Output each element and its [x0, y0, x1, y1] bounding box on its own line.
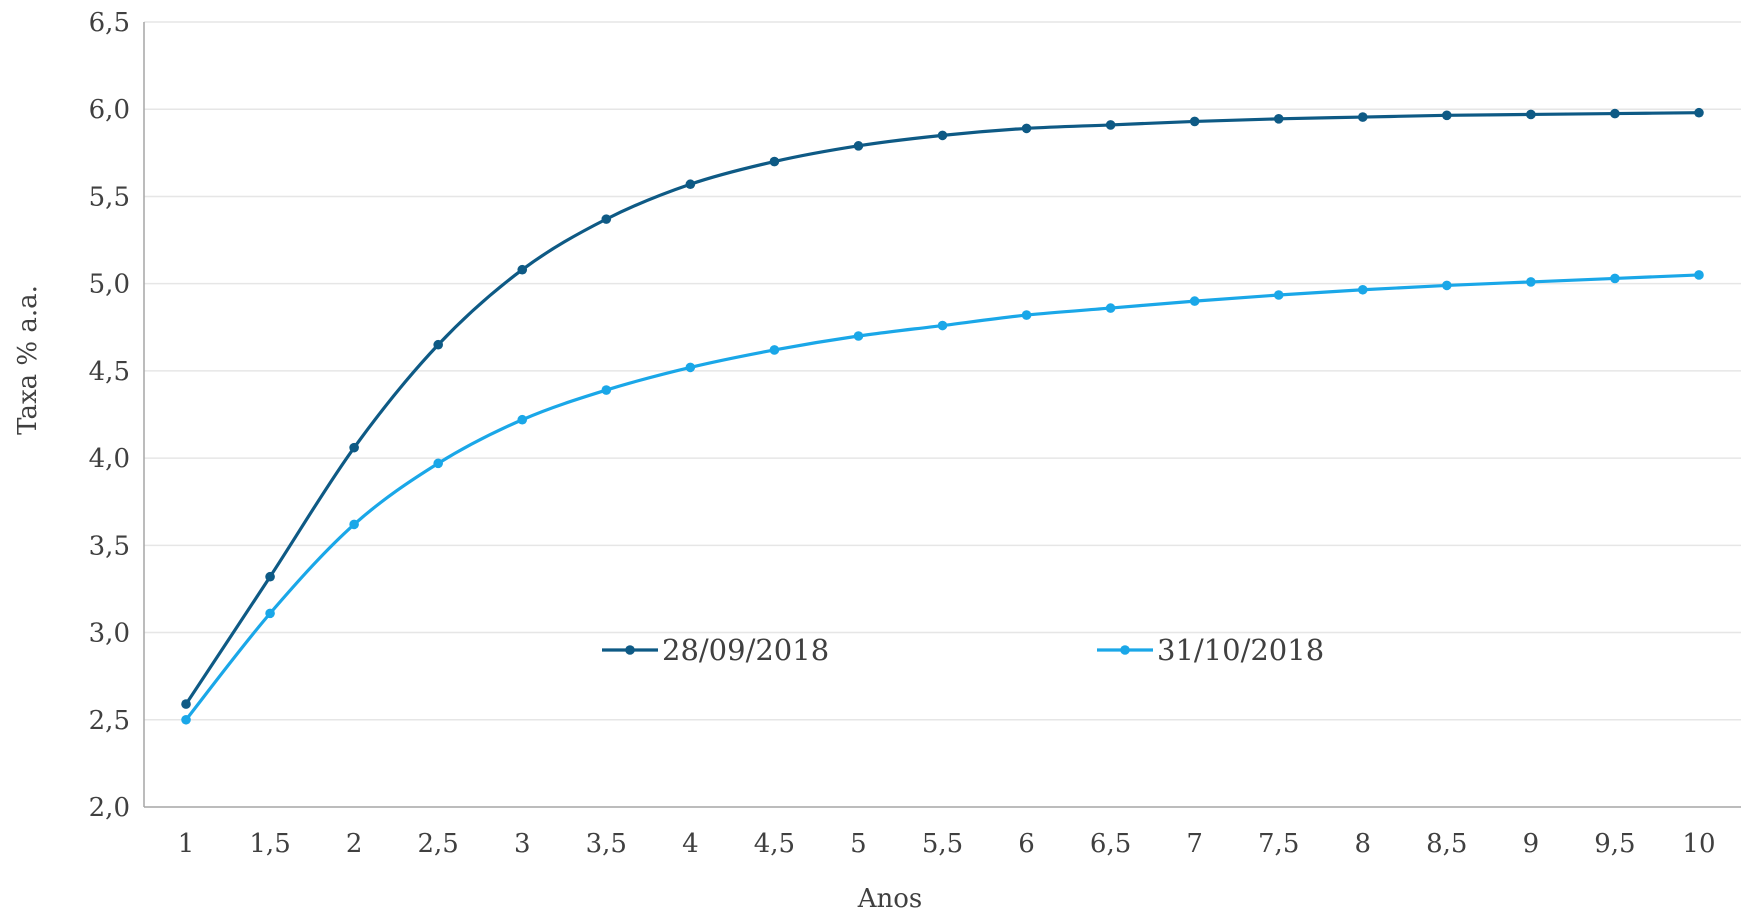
x-tick-label: 3,5: [586, 829, 627, 859]
data-point: [433, 458, 443, 469]
series-line: [184, 273, 1700, 721]
data-point: [517, 414, 528, 425]
series-2: [181, 270, 1704, 725]
x-tick-label: 4,5: [754, 829, 795, 859]
x-tick-label: 2,5: [418, 829, 459, 859]
data-point: [1526, 109, 1536, 120]
data-point: [349, 442, 359, 453]
legend-label: 31/10/2018: [1157, 633, 1324, 667]
series-layer: [181, 107, 1704, 725]
data-point: [853, 331, 864, 341]
data-point: [1105, 303, 1116, 313]
y-tick-label: 3,5: [89, 531, 130, 561]
x-axis-tick-labels: 1 1,5 2 2,5 3 3,5 4 4,5 5 5,5 6 6,5 7 7,5 8 8,5 9 9,5 10: [178, 829, 1716, 859]
data-point: [1189, 296, 1200, 306]
x-tick-label: 5,5: [922, 829, 963, 859]
data-point: [1273, 290, 1284, 300]
data-point: [853, 141, 864, 151]
y-tick-label: 4,0: [89, 444, 130, 474]
x-axis-title: Anos: [857, 884, 923, 914]
y-tick-label: 2,0: [89, 793, 130, 823]
data-point: [1442, 110, 1452, 121]
data-point: [517, 264, 528, 275]
x-tick-label: 7,5: [1258, 829, 1299, 859]
x-tick-label: 1,5: [249, 829, 290, 859]
x-tick-label: 4: [682, 829, 699, 859]
data-point: [1105, 120, 1116, 130]
data-point: [1610, 108, 1620, 119]
x-tick-label: 8: [1354, 829, 1371, 859]
data-point: [601, 214, 612, 224]
x-tick-label: 8,5: [1426, 829, 1467, 859]
y-tick-label: 6,5: [89, 8, 130, 38]
data-point: [265, 608, 275, 619]
x-tick-label: 2: [346, 829, 363, 859]
series-1: [181, 107, 1704, 709]
data-point: [181, 699, 191, 709]
legend: 28/09/2018 31/10/2018: [602, 633, 1324, 667]
y-tick-label: 6,0: [89, 95, 130, 125]
y-axis-title: Taxa % a.a.: [13, 285, 43, 435]
data-point: [1189, 116, 1200, 127]
data-point: [1610, 273, 1620, 284]
x-tick-label: 6,5: [1090, 829, 1131, 859]
data-point: [937, 130, 948, 141]
data-point: [1694, 270, 1704, 280]
data-point: [1021, 123, 1032, 134]
legend-swatch-marker: [625, 645, 635, 655]
data-point: [601, 385, 612, 395]
data-point: [685, 362, 696, 373]
data-point: [1273, 114, 1284, 124]
data-point: [1357, 284, 1368, 295]
data-point: [937, 320, 948, 331]
data-point: [1357, 112, 1368, 122]
x-tick-label: 9: [1523, 829, 1540, 859]
legend-item-2: 31/10/2018: [1097, 633, 1324, 667]
x-tick-label: 3: [514, 829, 531, 859]
y-tick-label: 3,0: [89, 619, 130, 649]
y-tick-label: 4,5: [89, 357, 130, 387]
data-point: [1021, 310, 1032, 320]
data-point: [1526, 277, 1536, 287]
x-tick-label: 1: [178, 829, 195, 859]
data-point: [769, 156, 780, 167]
data-point: [349, 519, 359, 530]
x-tick-label: 7: [1186, 829, 1203, 859]
data-point: [265, 571, 275, 582]
x-tick-label: 6: [1018, 829, 1035, 859]
legend-item-1: 28/09/2018: [602, 633, 829, 667]
x-tick-label: 9,5: [1594, 829, 1635, 859]
legend-swatch-marker: [1120, 645, 1130, 655]
data-point: [1694, 107, 1704, 118]
data-point: [181, 714, 191, 725]
y-tick-label: 5,5: [89, 182, 130, 212]
data-point: [1442, 280, 1452, 291]
y-tick-label: 5,0: [89, 270, 130, 300]
series-line: [184, 111, 1699, 705]
x-tick-label: 10: [1682, 829, 1715, 859]
x-tick-label: 5: [850, 829, 867, 859]
axes: [143, 22, 1741, 808]
data-point: [685, 179, 696, 190]
y-axis-tick-labels: 2,0 2,5 3,0 3,5 4,0 4,5 5,0 5,5 6,0 6,5: [89, 8, 130, 823]
y-tick-label: 2,5: [89, 706, 130, 736]
data-point: [769, 345, 780, 355]
gridlines: [144, 21, 1741, 721]
legend-label: 28/09/2018: [662, 633, 829, 667]
data-point: [433, 339, 443, 350]
